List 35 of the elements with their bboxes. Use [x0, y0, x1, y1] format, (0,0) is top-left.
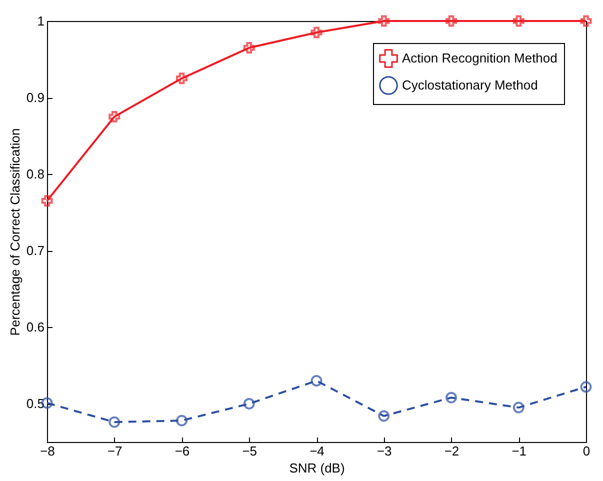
point: [512, 15, 524, 27]
y-tick-label: 1: [37, 14, 44, 28]
point: [310, 375, 322, 386]
y-tick-label: 0.6: [26, 320, 44, 335]
point: [243, 42, 255, 54]
x-tick-label: 0: [582, 444, 590, 458]
y-axis-title: Percentage of Correct Classification: [7, 128, 22, 336]
point: [108, 110, 120, 122]
point: [310, 26, 322, 38]
point: [580, 381, 592, 393]
point: [378, 15, 390, 27]
legend-label: Cyclostationary Method: [402, 78, 538, 92]
point: [108, 416, 120, 428]
point: [446, 392, 457, 404]
legend-label: Action Recognition Method: [402, 50, 558, 66]
x-tick-label: −1: [512, 444, 527, 458]
x-axis-title: SNR (dB): [289, 460, 345, 476]
x-tick-label: −7: [107, 444, 122, 458]
point: [446, 15, 457, 27]
x-tick-label: −8: [40, 444, 55, 458]
point: [176, 72, 188, 84]
x-tick-label: −5: [242, 444, 258, 458]
point: [41, 195, 53, 207]
y-tick-label: 0.9: [26, 90, 44, 106]
point: [378, 410, 390, 422]
x-tick-label: −6: [174, 444, 190, 458]
y-tick-label: 0.7: [26, 243, 44, 258]
point: [176, 414, 188, 426]
x-tick-label: −2: [444, 444, 460, 458]
point: [243, 398, 255, 410]
point: [512, 402, 524, 414]
point: [580, 15, 592, 27]
x-tick-label: −4: [310, 444, 324, 458]
x-tick-label: −3: [376, 444, 392, 458]
y-tick-label: 0.8: [26, 166, 44, 182]
